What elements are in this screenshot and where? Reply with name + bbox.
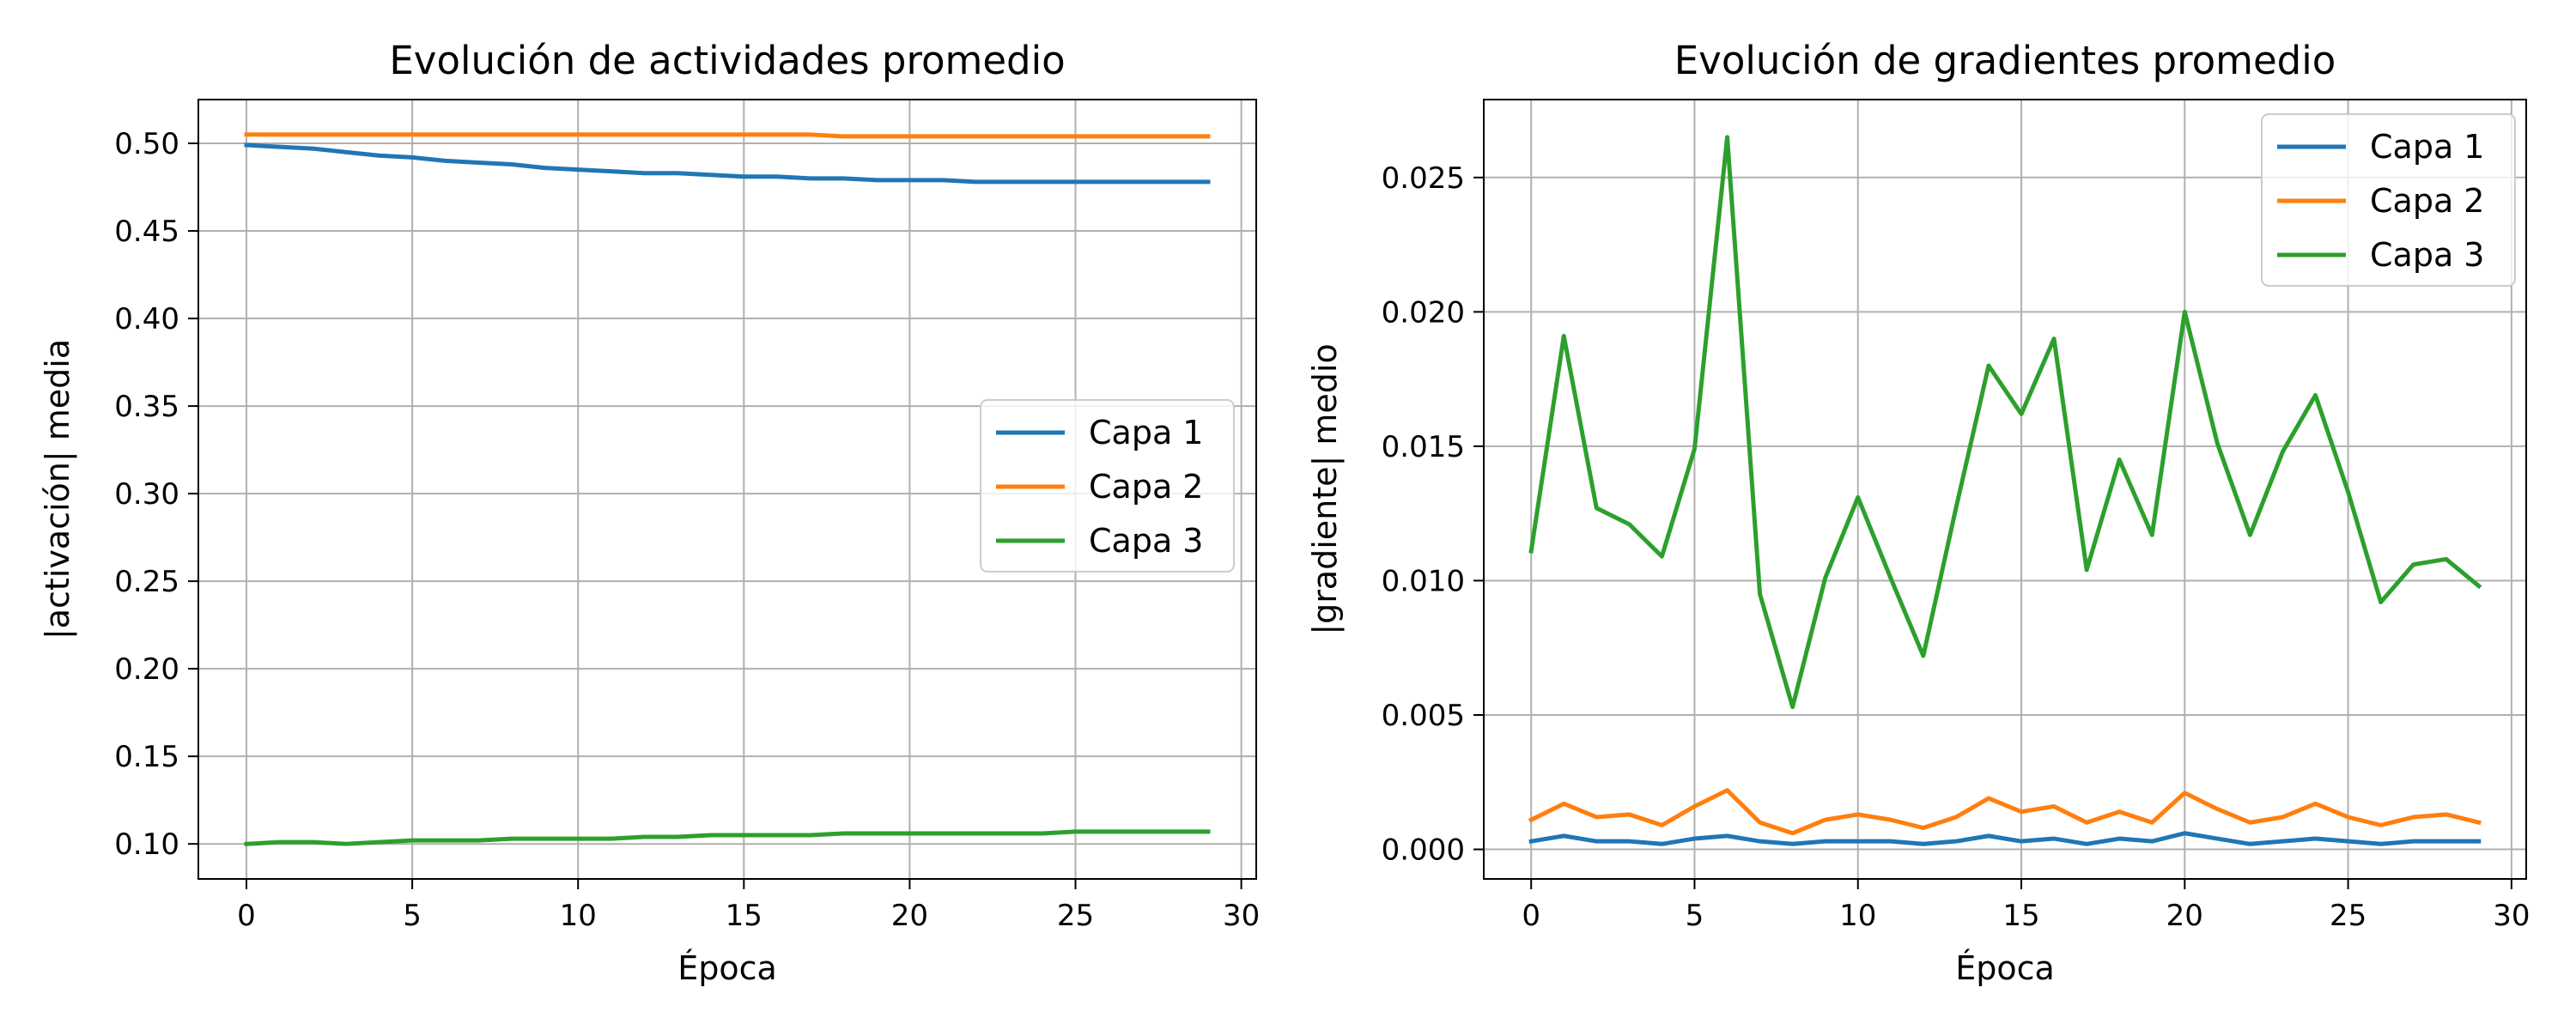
y-tick-label: 0.35 — [114, 390, 179, 424]
chart-title: Evolución de gradientes promedio — [1674, 38, 2336, 83]
legend-label: Capa 1 — [2370, 128, 2484, 166]
x-tick-label: 0 — [237, 899, 256, 933]
legend-label: Capa 1 — [1089, 414, 1203, 451]
y-tick-label: 0.45 — [114, 215, 179, 249]
series-line-capa-1 — [1528, 831, 2482, 846]
x-tick-label: 30 — [2493, 899, 2530, 933]
plot-frame — [1483, 99, 2527, 880]
x-tick-label: 15 — [2002, 899, 2039, 933]
chart-panel-2: 0 5 10 15 20 25 30 0.000 0.005 0.010 0.015 0.020 0.0… — [1306, 38, 2530, 987]
x-tick-label: 15 — [726, 899, 762, 933]
x-axis-label: Época — [1955, 949, 2055, 987]
y-tick-label: 0.25 — [114, 565, 179, 599]
series-line-capa-3 — [244, 829, 1211, 846]
y-tick-label: 0.000 — [1382, 833, 1465, 868]
legend-label: Capa 3 — [1089, 522, 1203, 560]
y-axis-label: |gradiente| medio — [1306, 343, 1345, 634]
series-line-capa-2 — [244, 132, 1211, 139]
y-tick-label: 0.025 — [1382, 161, 1465, 196]
legend: Capa 1 Capa 2 Capa 3 — [2261, 113, 2516, 287]
series-line-capa-1 — [244, 142, 1211, 185]
chart-title: Evolución de actividades promedio — [389, 38, 1065, 83]
y-tick-label: 0.10 — [114, 827, 179, 862]
x-tick-label: 20 — [2166, 899, 2203, 933]
legend: Capa 1 Capa 2 Capa 3 — [980, 399, 1235, 573]
x-tick-label: 10 — [1839, 899, 1876, 933]
legend-box — [980, 399, 1235, 573]
y-tick-label: 0.020 — [1382, 295, 1465, 330]
x-tick-label: 20 — [891, 899, 928, 933]
y-tick-label: 0.40 — [114, 302, 179, 336]
y-axis-label: |activación| media — [39, 339, 77, 639]
y-tick-label: 0.30 — [114, 477, 179, 512]
x-tick-label: 10 — [560, 899, 597, 933]
x-tick-label: 0 — [1522, 899, 1540, 933]
chart-panel-1: 0 5 10 15 20 25 30 0.10 0.15 0.20 0.25 0.30 0.35 0.40… — [39, 38, 1260, 987]
series-line-capa-3 — [1528, 135, 2482, 710]
y-tick-label: 0.20 — [114, 652, 179, 687]
legend-label: Capa 2 — [1089, 468, 1203, 506]
legend-box — [2261, 113, 2516, 287]
x-tick-label: 5 — [403, 899, 422, 933]
y-tick-label: 0.005 — [1382, 699, 1465, 733]
x-tick-label: 30 — [1223, 899, 1260, 933]
series-line-capa-2 — [1528, 788, 2482, 836]
y-tick-label: 0.50 — [114, 127, 179, 161]
y-tick-label: 0.010 — [1382, 564, 1465, 598]
y-tick-label: 0.15 — [114, 740, 179, 774]
legend-label: Capa 2 — [2370, 182, 2484, 220]
x-tick-label: 25 — [2330, 899, 2366, 933]
x-axis-label: Época — [677, 949, 777, 987]
legend-label: Capa 3 — [2370, 236, 2484, 274]
x-tick-label: 5 — [1686, 899, 1704, 933]
plot-frame — [197, 99, 1257, 880]
x-tick-label: 25 — [1057, 899, 1094, 933]
y-tick-label: 0.015 — [1382, 430, 1465, 464]
